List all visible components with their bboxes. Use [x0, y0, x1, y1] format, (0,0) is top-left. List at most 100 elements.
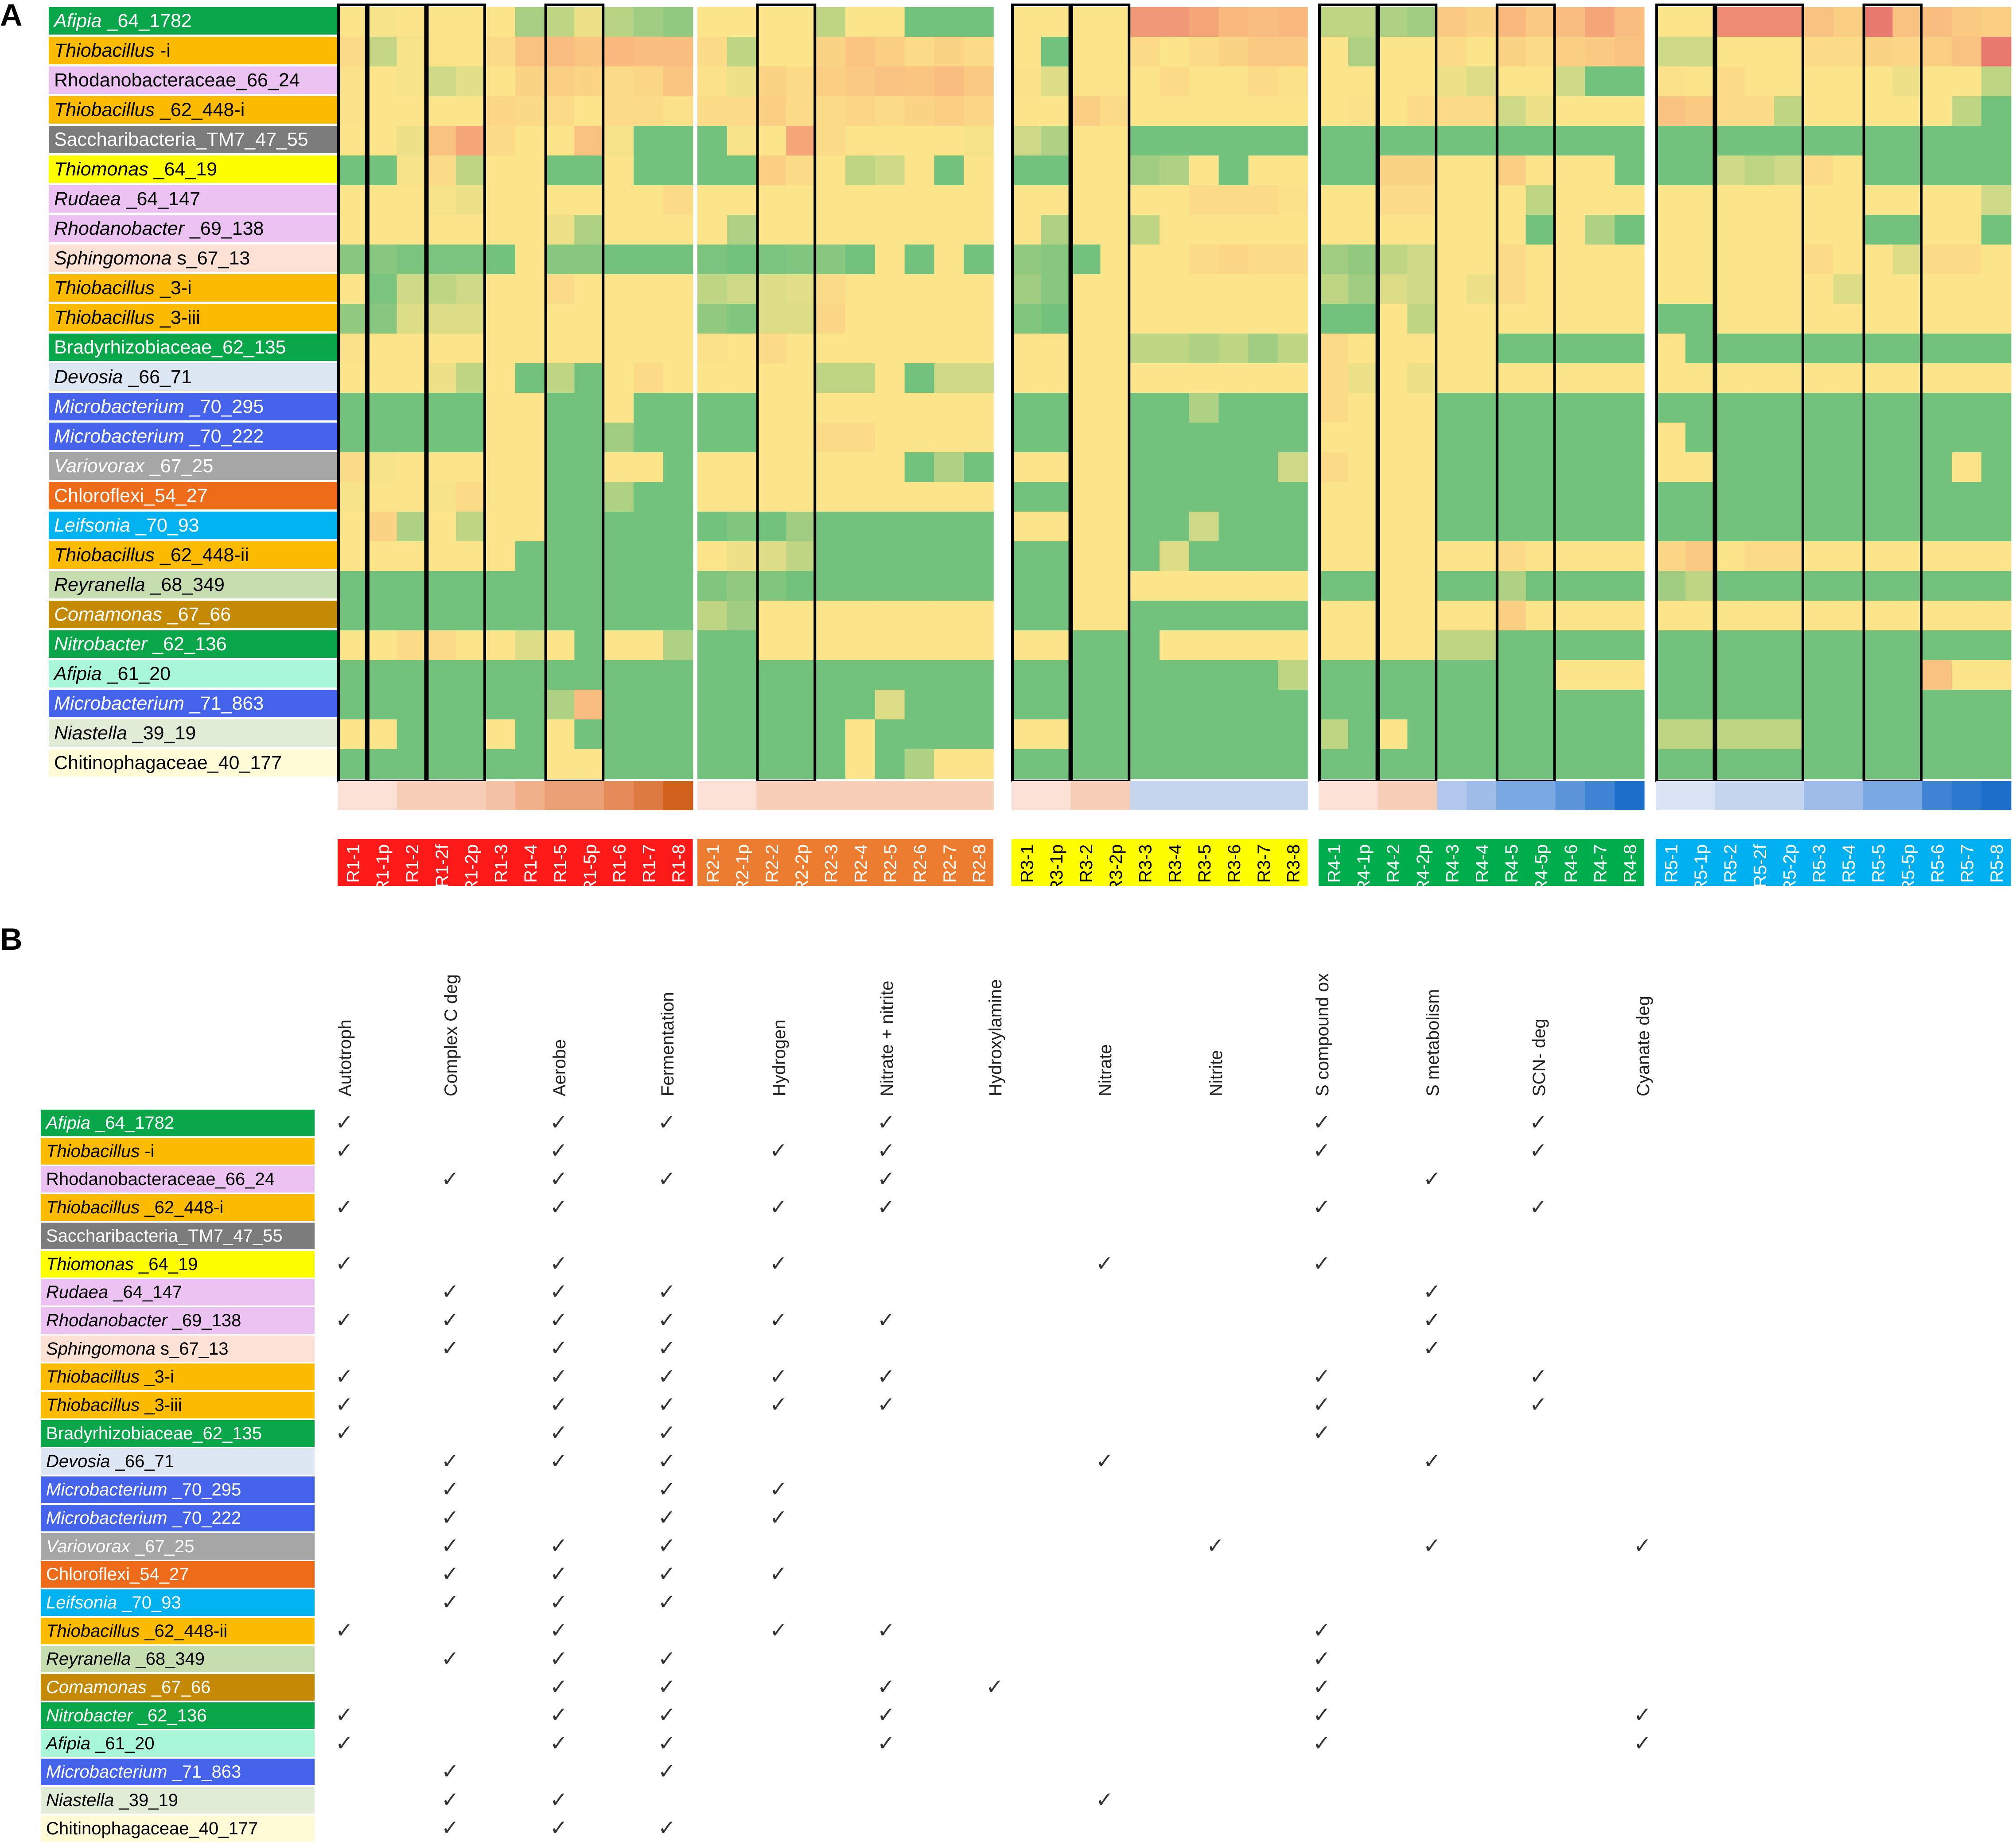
heatmap-cell — [456, 393, 486, 423]
condition-strip-cell — [1892, 781, 1923, 810]
heatmap-cell — [1130, 185, 1160, 215]
heatmap-cell — [756, 215, 787, 245]
heatmap-cell — [1685, 749, 1716, 779]
heatmap-cell — [875, 334, 905, 364]
genus-name: Nitrobacter — [54, 633, 148, 655]
heatmap-cell — [1833, 719, 1864, 750]
heatmap-cell — [1685, 66, 1716, 97]
heatmap-cell — [1526, 512, 1556, 542]
heatmap-cell — [456, 215, 486, 245]
condition-strip-cell — [1378, 781, 1408, 810]
heatmap-cell — [338, 749, 368, 779]
heatmap-cell — [786, 571, 816, 601]
heatmap-cell — [486, 126, 516, 156]
heatmap-cell — [1278, 749, 1308, 779]
heatmap-cell — [1278, 601, 1308, 631]
heatmap-cell — [1892, 571, 1923, 601]
heatmap-cell — [1774, 274, 1804, 304]
heatmap-cell — [1892, 37, 1923, 67]
condition-strip-cell — [1437, 781, 1467, 810]
heatmap-cell — [1130, 482, 1160, 512]
heatmap-cell — [786, 690, 816, 720]
heatmap-cell — [1407, 126, 1437, 156]
heatmap-cell — [1656, 66, 1686, 97]
heatmap-cell — [1467, 512, 1497, 542]
sample-label: R5-5 — [1869, 844, 1888, 883]
heatmap-cell — [515, 334, 545, 364]
trait-check: ✓ — [658, 1280, 676, 1304]
heatmap-cell — [1130, 155, 1160, 186]
heatmap-cell — [1774, 571, 1804, 601]
heatmap-cell — [1555, 185, 1585, 215]
heatmap-cell — [367, 334, 397, 364]
heatmap-cell — [1100, 630, 1130, 660]
heatmap-cell — [634, 304, 664, 334]
trait-check: ✓ — [550, 1280, 568, 1304]
heatmap-cell — [456, 512, 486, 542]
heatmap-cell — [1555, 601, 1585, 631]
heatmap-cell — [1041, 719, 1071, 750]
heatmap-cell — [1863, 749, 1893, 779]
trait-check: ✓ — [550, 1422, 568, 1445]
trait-check: ✓ — [550, 1111, 568, 1134]
heatmap-cell — [1922, 7, 1952, 37]
heatmap-cell — [697, 452, 728, 482]
heatmap-cell — [1070, 660, 1101, 690]
heatmap-cell — [515, 363, 545, 393]
trait-check: ✓ — [770, 1309, 787, 1332]
heatmap-cell — [1160, 719, 1190, 750]
heatmap-cell — [1615, 274, 1645, 304]
strain-suffix: _62_448-i — [140, 1198, 224, 1218]
heatmap-cell — [1833, 393, 1864, 423]
heatmap-cell — [1189, 363, 1219, 393]
heatmap-cell — [1715, 690, 1745, 720]
heatmap-cell — [545, 541, 575, 571]
heatmap-cell — [1833, 660, 1864, 690]
heatmap-cell — [756, 482, 787, 512]
heatmap-cell — [1585, 571, 1615, 601]
heatmap-cell — [1833, 7, 1864, 37]
strain-suffix: Bradyrhizobiaceae_62_135 — [46, 1423, 262, 1443]
heatmap-cell — [964, 660, 994, 690]
heatmap-cell — [934, 512, 964, 542]
heatmap-cell — [1615, 334, 1645, 364]
heatmap-cell — [1070, 215, 1101, 245]
heatmap-cell — [727, 155, 757, 186]
heatmap-cell — [634, 393, 664, 423]
heatmap-cell — [1467, 482, 1497, 512]
heatmap-cell — [604, 423, 634, 453]
heatmap-cell — [1526, 7, 1556, 37]
heatmap-cell — [845, 7, 876, 37]
heatmap-cell — [1922, 423, 1952, 453]
heatmap-cell — [1218, 155, 1249, 186]
heatmap-cell — [545, 719, 575, 750]
heatmap-cell — [1981, 363, 2012, 393]
heatmap-cell — [604, 155, 634, 186]
sample-label: R4-4 — [1472, 844, 1492, 883]
heatmap-cell — [634, 423, 664, 453]
strain-suffix: _70_93 — [117, 1593, 181, 1612]
sample-label: R5-1 — [1662, 844, 1681, 883]
heatmap-cell — [1378, 126, 1408, 156]
heatmap-cell — [367, 363, 397, 393]
heatmap-cell — [1981, 571, 2012, 601]
heatmap-cell — [1715, 334, 1745, 364]
heatmap-cell — [1189, 512, 1219, 542]
trait-header: Aerobe — [550, 1039, 569, 1096]
heatmap-cell — [486, 245, 516, 275]
trait-check: ✓ — [770, 1562, 787, 1586]
heatmap-cell — [1863, 482, 1893, 512]
heatmap-cell — [875, 304, 905, 334]
sample-label: R5-5p — [1899, 844, 1918, 886]
heatmap-cell — [574, 185, 604, 215]
strain-suffix: _64_1782 — [90, 1113, 175, 1133]
heatmap-cell — [1744, 126, 1775, 156]
condition-strip-cell — [338, 781, 368, 810]
heatmap-cell — [904, 571, 935, 601]
heatmap-cell — [786, 452, 816, 482]
heatmap-cell — [964, 749, 994, 779]
heatmap-cell — [1496, 393, 1526, 423]
heatmap-cell — [1715, 393, 1745, 423]
heatmap-cell — [338, 452, 368, 482]
heatmap-cell — [845, 541, 876, 571]
